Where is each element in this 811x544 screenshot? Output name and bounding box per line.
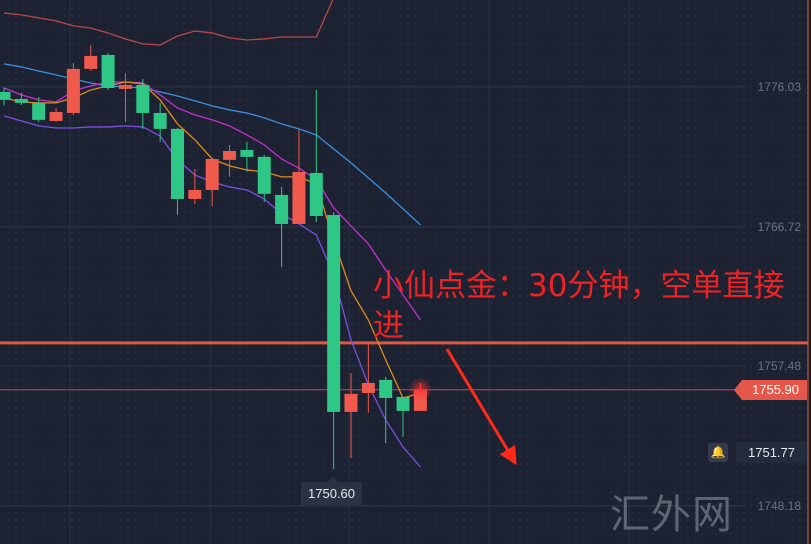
candle-body bbox=[240, 149, 254, 157]
candle-body bbox=[223, 151, 237, 160]
alert-price-tag[interactable]: 1751.77 bbox=[736, 442, 807, 463]
candle-body bbox=[327, 214, 341, 412]
candle-body bbox=[361, 382, 375, 393]
current-price-glow bbox=[408, 377, 433, 402]
bell-icon[interactable]: 🔔 bbox=[708, 443, 728, 462]
candle-body bbox=[205, 158, 219, 190]
candle-body bbox=[292, 171, 306, 224]
candle-body bbox=[275, 194, 289, 224]
candle-body bbox=[32, 102, 46, 120]
candle-body bbox=[101, 54, 115, 88]
indicator-line bbox=[3, 0, 334, 46]
candle-body bbox=[171, 128, 184, 199]
down-arrow-annotation bbox=[445, 348, 517, 466]
y-tick-label: 1776.03 bbox=[757, 80, 801, 94]
candle-body bbox=[14, 98, 28, 103]
candle-body bbox=[0, 91, 11, 100]
candle-body bbox=[136, 84, 150, 113]
candle-body bbox=[84, 55, 98, 69]
candle-body bbox=[257, 156, 271, 194]
y-tick-label: 1748.18 bbox=[757, 499, 801, 513]
annotation-text: 小仙点金：30分钟，空单直接进 bbox=[373, 268, 785, 344]
low-price-label: 1750.60 bbox=[301, 477, 362, 506]
candle-body bbox=[118, 84, 132, 89]
watermark: 汇外网 bbox=[610, 492, 733, 538]
current-price-tag: 1755.90 bbox=[734, 380, 807, 400]
y-tick-label: 1766.72 bbox=[757, 220, 801, 234]
candle-body bbox=[396, 396, 410, 411]
y-tick-label: 1757.48 bbox=[757, 359, 801, 373]
candle-body bbox=[344, 393, 358, 412]
candle-body bbox=[66, 68, 80, 113]
candle-body bbox=[49, 111, 63, 121]
candle-body bbox=[379, 379, 393, 398]
candle-body bbox=[188, 189, 202, 199]
candle-body bbox=[309, 172, 323, 216]
candle-body bbox=[153, 112, 167, 129]
